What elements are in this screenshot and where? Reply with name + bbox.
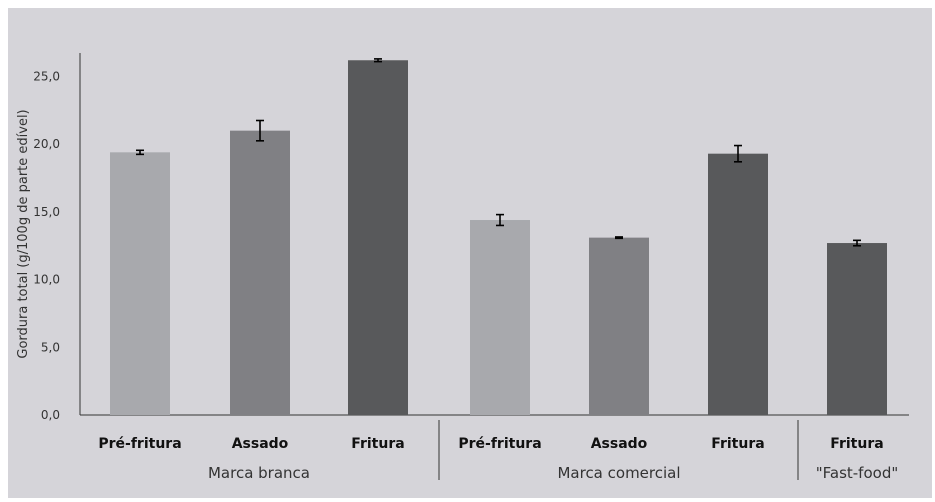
category-label: Assado <box>591 436 648 452</box>
group-label: Marca comercial <box>557 464 680 482</box>
group-label: Marca branca <box>208 464 310 482</box>
chart-panel: Gordura total (g/100g de parte edível) 0… <box>8 8 932 498</box>
bar <box>827 243 887 415</box>
category-label: Pré-fritura <box>98 436 181 452</box>
bar-chart: Gordura total (g/100g de parte edível) 0… <box>16 53 909 482</box>
bar <box>470 220 530 415</box>
y-tick-label: 10,0 <box>33 273 60 287</box>
y-tick-label: 5,0 <box>41 340 60 354</box>
y-tick-label: 15,0 <box>33 205 60 219</box>
bar <box>589 237 649 415</box>
group-label: "Fast-food" <box>816 464 899 482</box>
bar <box>708 153 768 416</box>
y-axis-label: Gordura total (g/100g de parte edível) <box>16 109 31 358</box>
bar <box>230 130 290 415</box>
category-label: Fritura <box>711 436 764 452</box>
category-label: Assado <box>232 436 289 452</box>
category-label: Pré-fritura <box>458 436 541 452</box>
category-label: Fritura <box>830 436 883 452</box>
y-tick-label: 0,0 <box>41 408 60 422</box>
category-label: Fritura <box>351 436 404 452</box>
bar <box>348 60 408 415</box>
bar <box>110 152 170 415</box>
y-tick-label: 25,0 <box>33 70 60 84</box>
y-tick-label: 20,0 <box>33 137 60 151</box>
